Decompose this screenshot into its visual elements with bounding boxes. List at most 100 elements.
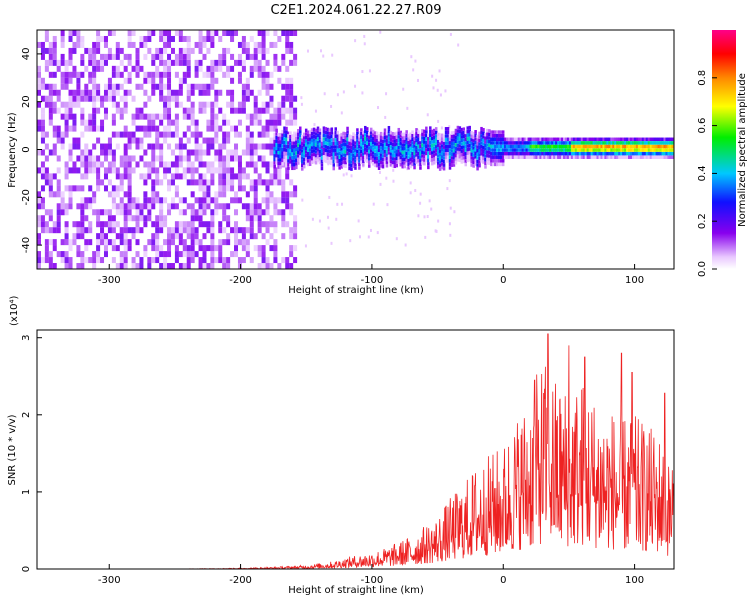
- heat-cell: [304, 150, 308, 154]
- heat-cell: [159, 197, 164, 204]
- heat-cell: [281, 144, 284, 148]
- heat-cell: [123, 239, 128, 246]
- heat-cell: [261, 155, 266, 162]
- heat-cell: [549, 155, 552, 159]
- heat-cell: [174, 173, 179, 180]
- heat-cell: [366, 148, 369, 153]
- heat-cell: [316, 155, 320, 159]
- heat-cell: [509, 141, 513, 145]
- heat-cell: [84, 167, 89, 174]
- heat-cell: [241, 203, 246, 210]
- heat-cell: [245, 47, 250, 54]
- heat-cell: [293, 155, 296, 160]
- heat-cell: [222, 143, 227, 150]
- heat-cell: [170, 89, 175, 96]
- heat-cell: [151, 161, 156, 168]
- heat-cell: [261, 83, 266, 90]
- heat-cell: [371, 154, 375, 159]
- heat-cell: [261, 41, 266, 48]
- heat-cell: [167, 83, 172, 90]
- heat-cell: [44, 245, 49, 252]
- heat-cell: [291, 155, 294, 160]
- heat-cell: [653, 141, 657, 145]
- heat-cell: [277, 77, 282, 84]
- heat-cell: [387, 158, 391, 162]
- heat-cell: [174, 89, 179, 96]
- heat-cell: [535, 137, 538, 142]
- heat-cell: [409, 139, 412, 144]
- heat-cell: [559, 148, 562, 152]
- heat-cell: [401, 143, 404, 147]
- heat-cell: [582, 155, 586, 159]
- heat-cell: [249, 113, 254, 120]
- heat-cell: [547, 141, 550, 145]
- heat-cell: [159, 215, 164, 222]
- heat-cell: [210, 179, 215, 186]
- heat-cell: [52, 227, 57, 234]
- heat-cell: [167, 59, 172, 66]
- heat-cell: [60, 53, 65, 60]
- heat-cell: [444, 130, 448, 135]
- heat-cell: [92, 263, 97, 269]
- heat-cell: [182, 263, 187, 269]
- heat-cell: [306, 148, 310, 152]
- heat-cell: [214, 155, 219, 162]
- heat-cell: [226, 239, 231, 246]
- heat-cell: [602, 141, 605, 145]
- heat-cell: [163, 47, 168, 54]
- heat-cell: [472, 157, 475, 161]
- heat-cell: [458, 151, 462, 155]
- heat-cell: [214, 95, 219, 102]
- heat-cell: [334, 155, 337, 160]
- heat-cell: [100, 161, 105, 168]
- heat-cell: [100, 53, 105, 60]
- heat-cell: [202, 101, 207, 108]
- heat-cell: [655, 148, 659, 152]
- heat-cell: [261, 53, 266, 60]
- heat-cell: [269, 245, 274, 252]
- heat-cell: [119, 263, 124, 269]
- heat-cell: [269, 71, 274, 78]
- heat-cell: [167, 35, 172, 42]
- heat-cell: [186, 53, 191, 60]
- heat-cell: [442, 166, 446, 171]
- heat-cell: [389, 130, 393, 135]
- heat-cell: [635, 137, 639, 142]
- heat-cell: [273, 179, 278, 186]
- heat-cell: [480, 148, 483, 152]
- heat-cell: [423, 158, 426, 162]
- heat-cell: [163, 257, 168, 264]
- heat-cell: [318, 219, 321, 223]
- heat-cell: [427, 144, 430, 148]
- heat-cell: [167, 53, 172, 60]
- heat-cell: [626, 137, 629, 142]
- heat-cell: [415, 156, 418, 161]
- heat-cell: [517, 144, 521, 149]
- heat-cell: [40, 161, 45, 168]
- heat-cell: [76, 233, 81, 240]
- heat-cell: [96, 167, 101, 174]
- heat-cell: [182, 107, 187, 114]
- heat-cell: [167, 119, 172, 126]
- heat-cell: [332, 145, 336, 149]
- heat-cell: [194, 125, 199, 132]
- heat-cell: [393, 143, 397, 147]
- heat-cell: [598, 137, 601, 142]
- heat-cell: [574, 137, 578, 142]
- heat-cell: [381, 146, 385, 151]
- heat-cell: [559, 155, 562, 159]
- heat-cell: [285, 191, 290, 198]
- heat-cell: [289, 149, 292, 153]
- heat-cell: [584, 141, 588, 145]
- heat-cell: [273, 139, 276, 144]
- heat-cell: [119, 113, 124, 120]
- heat-cell: [513, 148, 517, 152]
- heat-cell: [103, 167, 108, 174]
- heat-cell: [299, 126, 302, 131]
- heat-cell: [143, 125, 148, 132]
- heat-cell: [592, 144, 596, 149]
- heat-cell: [48, 149, 53, 156]
- heat-cell: [167, 263, 172, 269]
- heat-cell: [572, 148, 576, 152]
- heat-cell: [80, 59, 85, 66]
